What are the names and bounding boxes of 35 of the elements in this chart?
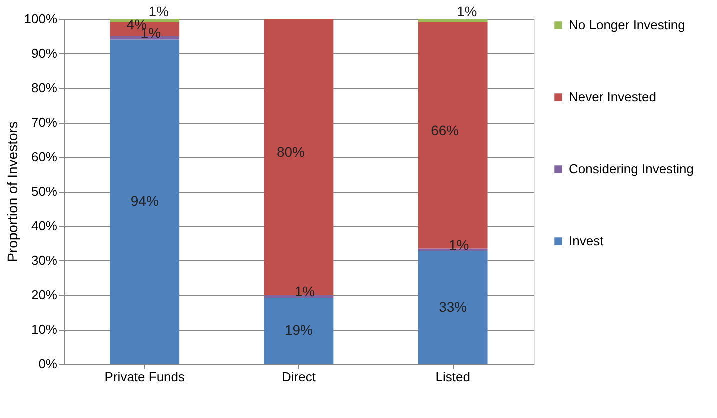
y-tick-label: 80% (31, 80, 58, 96)
x-tick-label: Listed (436, 370, 470, 384)
bar (418, 252, 488, 364)
y-tick-label: 0% (38, 356, 58, 372)
data-label: 1% (148, 4, 170, 20)
data-label: 33% (439, 298, 468, 315)
data-label: 1% (448, 237, 470, 254)
bar (418, 22, 488, 249)
y-axis-title: Proportion of Investors (4, 122, 20, 262)
y-tick-label: 10% (31, 322, 58, 337)
data-label: 94% (130, 192, 159, 209)
y-tick-label: 90% (31, 46, 58, 61)
y-tick-label: 50% (31, 184, 58, 199)
y-tick-label: 100% (24, 12, 58, 26)
data-label: 80% (276, 144, 306, 160)
data-label: 1% (456, 4, 478, 20)
bar (110, 40, 180, 364)
bar (264, 298, 334, 364)
legend-label: Invest (569, 234, 604, 248)
bar (264, 19, 334, 295)
legend-label: Never Invested (569, 90, 656, 104)
legend-label: No Longer Investing (569, 18, 686, 32)
data-label: 66% (431, 122, 460, 139)
x-tick-label: Direct (282, 370, 316, 384)
data-label: 19% (284, 322, 314, 338)
legend-label: Considering Investing (569, 162, 694, 176)
y-tick-label: 70% (31, 115, 58, 130)
bar (418, 19, 488, 22)
y-tick-label: 20% (31, 288, 58, 302)
x-tick-label: Private Funds (104, 370, 186, 384)
data-label: 1% (294, 284, 316, 300)
y-tick-label: 60% (31, 150, 58, 164)
bar (264, 295, 334, 298)
y-tick-label: 30% (31, 253, 58, 268)
y-tick-label: 40% (31, 218, 58, 234)
